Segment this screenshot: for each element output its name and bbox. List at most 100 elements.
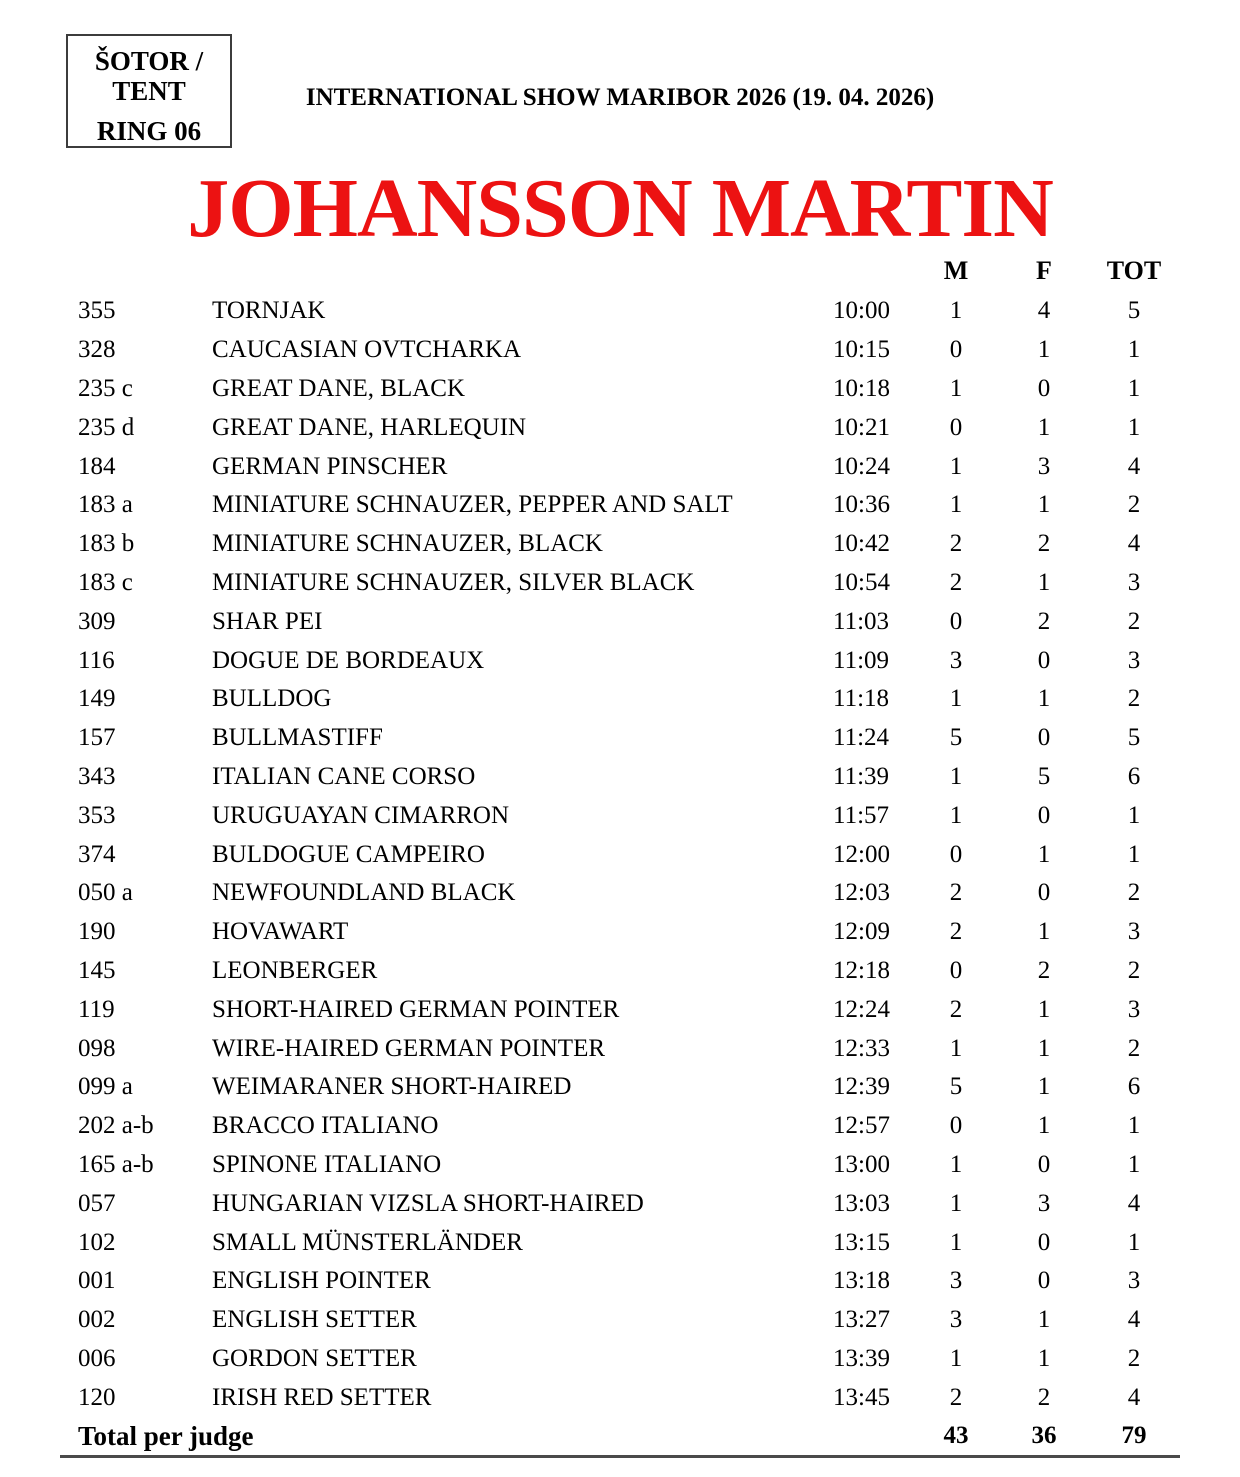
male-count: 1	[949, 1344, 963, 1372]
male-count: 3	[949, 1306, 963, 1334]
catalog-number: 149	[78, 685, 116, 713]
female-count: 1	[1037, 918, 1051, 946]
male-count: 3	[949, 1267, 963, 1295]
ring-time: 12:03	[833, 879, 890, 907]
female-count: 1	[1037, 685, 1051, 713]
female-count: 0	[1037, 724, 1051, 752]
catalog-number: 374	[78, 840, 116, 868]
catalog-number: 050 a	[78, 879, 133, 907]
ring-time: 12:18	[833, 956, 890, 984]
breed-name: ENGLISH POINTER	[212, 1267, 431, 1295]
ring-number: RING 06	[96, 116, 202, 147]
female-count: 1	[1037, 840, 1051, 868]
total-count: 1	[1127, 336, 1141, 364]
table-row: 343 ITALIAN CANE CORSO 11:39 1 5 6	[60, 758, 1180, 797]
catalog-number: 120	[78, 1383, 116, 1411]
table-row: 235 d GREAT DANE, HARLEQUIN 10:21 0 1 1	[60, 408, 1180, 447]
total-count: 2	[1127, 1034, 1141, 1062]
total-count: 4	[1127, 1383, 1141, 1411]
ring-time: 12:33	[833, 1034, 890, 1062]
total-count: 1	[1127, 413, 1141, 441]
catalog-number: 202 a-b	[78, 1112, 154, 1140]
male-count: 0	[949, 336, 963, 364]
catalog-number: 355	[78, 297, 116, 325]
male-count: 2	[949, 879, 963, 907]
male-count: 5	[949, 1073, 963, 1101]
male-count: 2	[949, 995, 963, 1023]
catalog-number: 328	[78, 336, 116, 364]
female-count: 3	[1037, 452, 1051, 480]
breed-name: HUNGARIAN VIZSLA SHORT-HAIRED	[212, 1189, 644, 1217]
male-count: 1	[949, 452, 963, 480]
ring-time: 10:21	[833, 413, 890, 441]
breed-name: SMALL MÜNSTERLÄNDER	[212, 1228, 523, 1256]
ring-tent-box: ŠOTOR / TENT RING 06	[66, 34, 232, 148]
total-count: 3	[1127, 1267, 1141, 1295]
table-row: 355 TORNJAK 10:00 1 4 5	[60, 292, 1180, 331]
male-count: 3	[949, 646, 963, 674]
female-count: 0	[1037, 374, 1051, 402]
male-count: 1	[949, 1228, 963, 1256]
table-row: 002 ENGLISH SETTER 13:27 3 1 4	[60, 1301, 1180, 1340]
schedule-table: M F TOT 355 TORNJAK 10:00 1 4 5 328 CAUC…	[60, 250, 1180, 1459]
female-count: 2	[1037, 607, 1051, 635]
ring-time: 12:09	[833, 918, 890, 946]
breed-name: IRISH RED SETTER	[212, 1383, 432, 1411]
table-row: 057 HUNGARIAN VIZSLA SHORT-HAIRED 13:03 …	[60, 1184, 1180, 1223]
table-row: 145 LEONBERGER 12:18 0 2 2	[60, 952, 1180, 991]
header-spacer-breed	[208, 250, 830, 292]
catalog-number: 353	[78, 801, 116, 829]
breed-name: BULLDOG	[212, 685, 332, 713]
table-row: 102 SMALL MÜNSTERLÄNDER 13:15 1 0 1	[60, 1223, 1180, 1262]
male-count: 1	[949, 491, 963, 519]
catalog-number: 099 a	[78, 1073, 133, 1101]
table-row: 202 a-b BRACCO ITALIANO 12:57 0 1 1	[60, 1107, 1180, 1146]
male-count: 2	[949, 568, 963, 596]
female-count: 2	[1037, 530, 1051, 558]
catalog-number: 001	[78, 1267, 116, 1295]
table-row: 235 c GREAT DANE, BLACK 10:18 1 0 1	[60, 370, 1180, 409]
ring-time: 13:39	[833, 1344, 890, 1372]
breed-name: MINIATURE SCHNAUZER, SILVER BLACK	[212, 568, 695, 596]
total-count: 2	[1127, 956, 1141, 984]
total-count: 4	[1127, 452, 1141, 480]
breed-name: SPINONE ITALIANO	[212, 1150, 442, 1178]
total-count: 2	[1127, 1344, 1141, 1372]
total-count: 2	[1127, 685, 1141, 713]
female-count: 1	[1037, 1034, 1051, 1062]
breed-name: LEONBERGER	[212, 956, 378, 984]
male-count: 0	[949, 840, 963, 868]
total-count: 1	[1127, 840, 1141, 868]
ring-time: 10:36	[833, 491, 890, 519]
breed-name: WEIMARANER SHORT-HAIRED	[212, 1073, 572, 1101]
total-count: 2	[1127, 491, 1141, 519]
female-count: 5	[1037, 762, 1051, 790]
breed-name: BULDOGUE CAMPEIRO	[212, 840, 485, 868]
female-count: 3	[1037, 1189, 1051, 1217]
table-row: 001 ENGLISH POINTER 13:18 3 0 3	[60, 1262, 1180, 1301]
ring-time: 13:27	[833, 1306, 890, 1334]
breed-name: URUGUAYAN CIMARRON	[212, 801, 510, 829]
catalog-number: 183 c	[78, 568, 133, 596]
male-count: 1	[949, 1189, 963, 1217]
female-count: 1	[1037, 413, 1051, 441]
ring-time: 10:42	[833, 530, 890, 558]
catalog-number: 183 a	[78, 491, 133, 519]
ring-time: 12:57	[833, 1112, 890, 1140]
tent-label-line2: TENT	[112, 76, 186, 107]
table-row: 374 BULDOGUE CAMPEIRO 12:00 0 1 1	[60, 835, 1180, 874]
ring-time: 13:18	[833, 1267, 890, 1295]
male-count: 1	[949, 801, 963, 829]
table-row: 098 WIRE-HAIRED GERMAN POINTER 12:33 1 1…	[60, 1029, 1180, 1068]
total-label: Total per judge	[60, 1417, 912, 1459]
breed-name: GERMAN PINSCHER	[212, 452, 448, 480]
table-row: 120 IRISH RED SETTER 13:45 2 2 4	[60, 1378, 1180, 1417]
total-count: 3	[1127, 568, 1141, 596]
female-count: 0	[1037, 879, 1051, 907]
catalog-number: 309	[78, 607, 116, 635]
ring-time: 13:03	[833, 1189, 890, 1217]
breed-name: CAUCASIAN OVTCHARKA	[212, 336, 522, 364]
tent-label-line1: ŠOTOR /	[94, 46, 204, 76]
ring-time: 10:24	[833, 452, 890, 480]
